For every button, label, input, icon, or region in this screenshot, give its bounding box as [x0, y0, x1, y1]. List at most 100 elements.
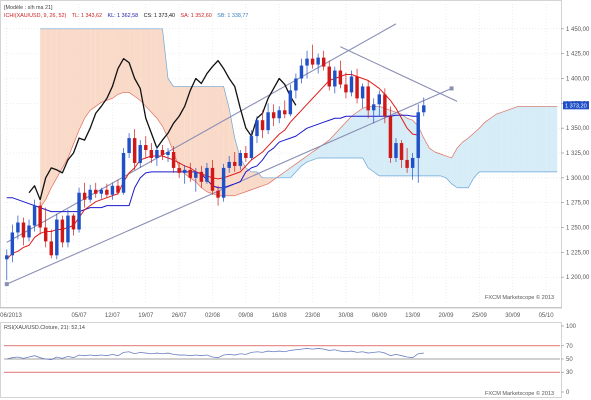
candle: [38, 201, 42, 235]
candle-body: [338, 70, 343, 85]
candle-body: [16, 222, 20, 233]
candle: [410, 153, 415, 180]
candle: [422, 97, 426, 117]
candle: [16, 215, 20, 240]
candle-body: [305, 58, 309, 66]
candle-body: [410, 157, 415, 168]
cloud-segment: [534, 106, 541, 172]
candle-body: [177, 167, 181, 173]
candle: [160, 145, 165, 160]
candle: [221, 163, 226, 202]
candle-body: [121, 153, 126, 193]
candle: [21, 217, 26, 246]
legend-sb: SB: 1 338,77: [217, 13, 248, 19]
candle-body: [283, 110, 287, 115]
cloud-segment: [262, 177, 269, 186]
candle-body: [166, 152, 170, 155]
trendline: [6, 23, 397, 243]
rsi-indicator: 0 30 50 70 100: [4, 324, 577, 396]
cloud-segment: [551, 106, 558, 172]
candle-body: [105, 189, 109, 195]
cloud-segment: [140, 28, 146, 107]
candle-body: [188, 169, 192, 178]
xtick-label: 30/09: [505, 313, 521, 319]
cloud-segment: [112, 28, 118, 99]
xtick-label: 26/07: [172, 313, 188, 319]
legend-title: ICHI(XAU/USD, 9, 26, 52): [4, 13, 67, 19]
cloud-segment: [45, 28, 52, 200]
xtick-label: 19/07: [138, 313, 154, 319]
candle-body: [372, 104, 376, 111]
template-label: [Modèle : slh ma 21]: [4, 5, 53, 11]
candle-body: [132, 138, 137, 163]
candle: [171, 146, 176, 173]
cloud-segment: [301, 155, 308, 166]
candle-body: [310, 58, 315, 65]
cloud-segment: [540, 106, 547, 172]
cloud-segment: [151, 28, 157, 119]
candle-body: [294, 78, 298, 91]
cloud-segment: [234, 138, 241, 196]
xtick-label: 23/08: [305, 313, 321, 319]
xtick-label: 12/07: [105, 313, 121, 319]
candle: [310, 44, 315, 69]
candle: [155, 146, 159, 166]
xtick-label: 05/10: [539, 313, 555, 319]
xtick-label: 05/07: [72, 313, 88, 319]
cloud-segment: [117, 28, 124, 95]
cloud-segment: [340, 122, 346, 158]
candle-body: [405, 159, 409, 168]
cloud-segment: [518, 106, 524, 172]
candle-body: [249, 136, 254, 158]
candle-body: [399, 143, 404, 160]
candle: [238, 150, 243, 170]
candle: [394, 138, 398, 162]
candle-body: [149, 150, 154, 158]
candle: [372, 98, 376, 124]
legend-line: ICHI(XAU/USD, 9, 26, 52) TL: 1 343,62 KL…: [4, 13, 248, 19]
candle: [77, 187, 81, 233]
candle: [66, 209, 70, 248]
candle: [377, 90, 382, 117]
cloud-segment: [334, 128, 341, 158]
candle-body: [21, 222, 26, 238]
rsi-tick-label: 30: [566, 370, 573, 376]
candle: [244, 146, 248, 162]
cloud-segment: [284, 167, 291, 178]
cloud-segment: [168, 78, 174, 153]
candle-body: [394, 143, 398, 158]
last-price-label: 1 373,20: [565, 103, 587, 109]
candle: [43, 207, 48, 248]
candle-body: [349, 76, 354, 93]
cloud-segment: [512, 106, 519, 172]
candle-body: [221, 167, 226, 198]
candle: [333, 66, 337, 94]
senkou-span-a-line: [39, 92, 558, 208]
candle: [94, 182, 98, 198]
ytick-label: 1 275,00: [566, 201, 590, 207]
rsi-tick-label: 70: [566, 344, 573, 350]
candle-body: [216, 190, 220, 198]
cloud-segment: [195, 86, 202, 188]
candle: [360, 83, 365, 109]
candle-body: [60, 219, 65, 243]
cloud-segment: [357, 108, 363, 158]
copyright-main: FXCM Marketscope © 2013: [485, 294, 554, 301]
cloud-segment: [373, 106, 380, 176]
candle: [260, 110, 265, 139]
candle-body: [355, 76, 359, 99]
candle-body: [194, 171, 198, 178]
ytick-label: 1 350,00: [566, 126, 590, 132]
candle: [82, 182, 87, 208]
date-axis: 27/06/2013 05/07 12/07 19/07 26/07 02/08 09/08…: [0, 307, 562, 319]
candle-body: [182, 169, 187, 173]
candle-body: [333, 70, 337, 87]
candle-body: [71, 215, 76, 230]
cloud-segment: [134, 28, 141, 101]
cloud-segment: [95, 28, 102, 107]
cloud-segment: [446, 155, 452, 184]
candle: [132, 129, 137, 170]
candle: [249, 130, 254, 160]
candle-body: [416, 112, 420, 158]
cloud-segment: [51, 28, 57, 188]
